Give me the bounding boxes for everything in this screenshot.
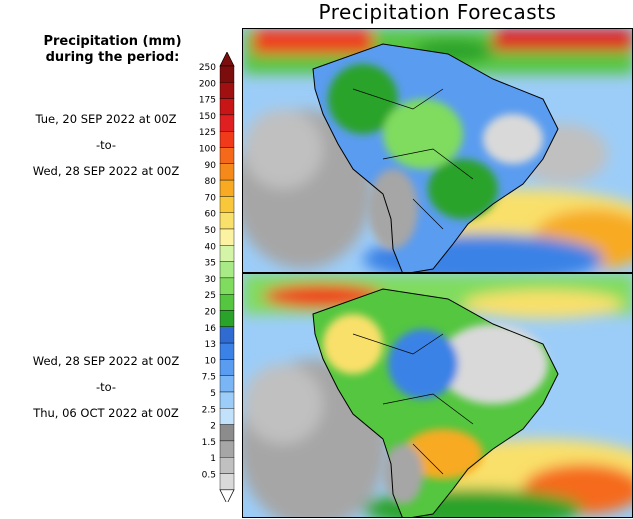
- colorbar-tick-label: 150: [199, 112, 216, 122]
- colorbar-tick-label: 175: [199, 96, 216, 106]
- map-2-coastline: [312, 288, 559, 517]
- colorbar-swatch: [219, 65, 235, 83]
- colorbar-swatch: [219, 130, 235, 148]
- colorbar-swatch: [219, 359, 235, 376]
- map-1-svg: [243, 29, 632, 272]
- colorbar-tick-label: 13: [205, 340, 216, 350]
- colorbar-swatch: [219, 179, 235, 197]
- colorbar-tick-label: 40: [205, 242, 217, 252]
- colorbar-swatch: [219, 98, 235, 116]
- colorbar-swatch: [219, 375, 235, 393]
- colorbar-swatch: [219, 114, 235, 132]
- colorbar-tick-label: 35: [205, 259, 216, 269]
- colorbar-tick-label: 80: [205, 177, 217, 187]
- forecast-map-period-1: [242, 28, 633, 273]
- period-2-start: Wed, 28 SEP 2022 at 00Z: [32, 354, 180, 368]
- colorbar-tick-label: 60: [205, 210, 217, 220]
- colorbar-tick-label: 20: [205, 308, 217, 318]
- colorbar-tick-label: 2.5: [202, 405, 216, 415]
- colorbar-tick-label: 50: [205, 226, 217, 236]
- colorbar-swatch: [219, 163, 235, 181]
- legend-panel: Precipitation (mm) during the period: Tu…: [0, 0, 218, 519]
- colorbar-tick-label: 2: [210, 422, 216, 432]
- colorbar-tick-label: 7.5: [202, 373, 216, 383]
- colorbar-swatch: [219, 473, 235, 490]
- colorbar-swatch: [219, 326, 235, 344]
- colorbar-swatch: [219, 245, 235, 262]
- colorbar-swatch: [219, 82, 235, 99]
- colorbar-top-arrow: [219, 51, 235, 67]
- period-1-sep: -to-: [95, 138, 117, 152]
- map-1-coastline: [312, 43, 559, 272]
- colorbar-tick-label: 125: [199, 128, 216, 138]
- colorbar-tick-label: 16: [205, 324, 217, 334]
- colorbar-swatch: [219, 342, 235, 360]
- period-2-sep: -to-: [95, 380, 117, 394]
- chart-title: Precipitation Forecasts: [318, 0, 557, 24]
- colorbar-swatch: [219, 408, 235, 425]
- colorbar-tick-label: 1: [210, 454, 216, 464]
- colorbar-swatch: [219, 310, 235, 327]
- legend-heading-line2: during the period:: [45, 50, 180, 65]
- colorbar-swatch: [219, 277, 235, 295]
- map-2-borders: [352, 333, 474, 475]
- colorbar-tick-label: 25: [205, 291, 216, 301]
- colorbar-tick-label: 200: [199, 79, 216, 89]
- colorbar-swatch: [219, 147, 235, 164]
- legend-heading: Precipitation (mm) during the period:: [20, 34, 205, 66]
- colorbar-bottom-arrow: [219, 489, 235, 505]
- colorbar-tick-label: 0.5: [202, 471, 216, 481]
- colorbar-swatch: [219, 228, 235, 246]
- period-2-end: Thu, 06 OCT 2022 at 00Z: [33, 406, 179, 420]
- colorbar-swatch: [219, 391, 235, 409]
- period-1-label: Tue, 20 SEP 2022 at 00Z -to- Wed, 28 SEP…: [0, 106, 212, 184]
- colorbar-swatch: [219, 293, 235, 311]
- map-1-borders: [352, 88, 474, 230]
- period-1-end: Wed, 28 SEP 2022 at 00Z: [32, 164, 180, 178]
- colorbar-tick-label: 90: [205, 161, 217, 171]
- map-2-svg: [243, 274, 632, 517]
- forecast-map-period-2: [242, 273, 633, 518]
- colorbar-tick-label: 250: [199, 63, 216, 73]
- colorbar-tick-label: 70: [205, 193, 217, 203]
- colorbar-swatch: [219, 261, 235, 279]
- precipitation-colorbar: 250 200 175 150 125 100 90 80 70 60 50 40 35 30 25 20 16…: [190, 51, 240, 505]
- colorbar-swatch: [219, 457, 235, 474]
- legend-heading-line1: Precipitation (mm): [43, 34, 182, 49]
- period-2-label: Wed, 28 SEP 2022 at 00Z -to- Thu, 06 OCT…: [0, 348, 212, 426]
- colorbar-tick-label: 10: [205, 356, 217, 366]
- colorbar-swatch: [219, 196, 235, 213]
- colorbar-tick-label: 100: [199, 145, 216, 155]
- period-1-start: Tue, 20 SEP 2022 at 00Z: [35, 112, 177, 126]
- colorbar-tick-label: 30: [205, 275, 217, 285]
- colorbar-swatch: [219, 424, 235, 442]
- colorbar-tick-label: 1.5: [202, 438, 216, 448]
- colorbar-tick-label: 5: [210, 389, 216, 399]
- colorbar-swatch: [219, 440, 235, 458]
- colorbar-swatch: [219, 212, 235, 230]
